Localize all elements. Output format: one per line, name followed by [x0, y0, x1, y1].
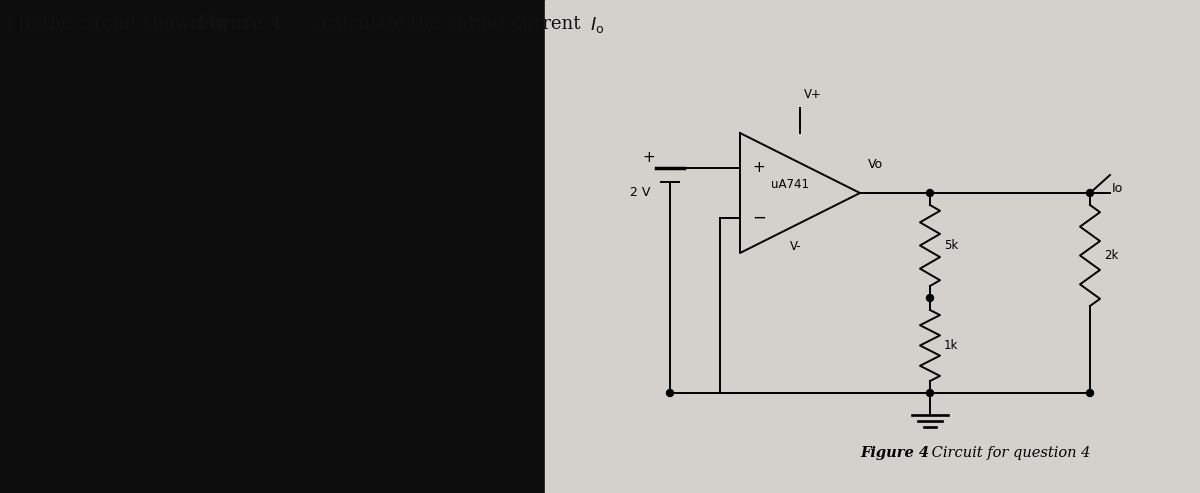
Text: Circuit for question 4: Circuit for question 4	[928, 446, 1091, 460]
Bar	[0, 0, 545, 493]
Bar	[545, 0, 1200, 493]
Text: 5k: 5k	[944, 239, 959, 252]
Text: ) In the circuit shown in: ) In the circuit shown in	[5, 15, 230, 33]
Circle shape	[1086, 189, 1093, 197]
Text: Vo: Vo	[868, 158, 883, 171]
Text: uA741: uA741	[772, 178, 809, 191]
Text: $I_\mathrm{o}$: $I_\mathrm{o}$	[590, 15, 605, 35]
Text: −: −	[752, 209, 766, 227]
Text: Figure 4: Figure 4	[860, 446, 929, 460]
Circle shape	[926, 294, 934, 302]
Circle shape	[666, 389, 673, 396]
Circle shape	[926, 389, 934, 396]
Text: +: +	[752, 161, 764, 176]
Text: 2k: 2k	[1104, 249, 1118, 262]
Text: +: +	[642, 150, 655, 166]
Text: , calculate the output current: , calculate the output current	[310, 15, 587, 33]
Text: 1k: 1k	[944, 339, 959, 352]
Text: 2 V: 2 V	[630, 186, 650, 199]
Text: V+: V+	[804, 88, 822, 101]
Text: Figure 4: Figure 4	[197, 15, 282, 33]
Circle shape	[926, 189, 934, 197]
Text: Io: Io	[1112, 181, 1123, 195]
Text: V-: V-	[790, 240, 802, 253]
Circle shape	[1086, 389, 1093, 396]
